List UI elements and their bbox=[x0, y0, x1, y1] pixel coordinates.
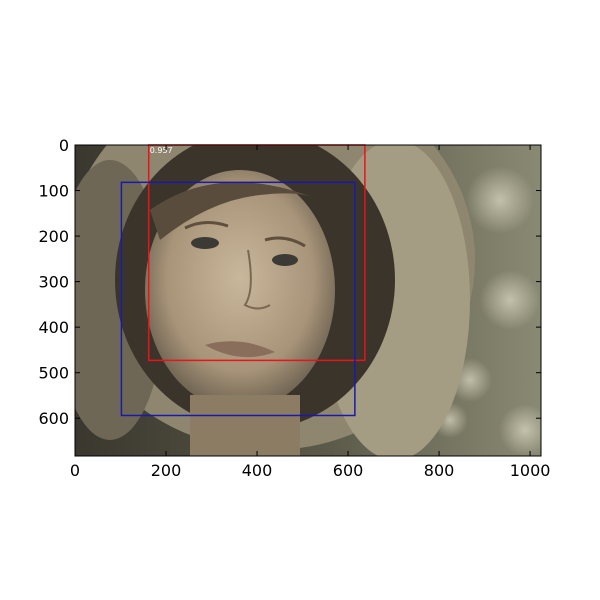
y-tick-label: 300 bbox=[38, 273, 69, 292]
detection-box-2 bbox=[120, 181, 356, 417]
y-tick-label: 500 bbox=[38, 364, 69, 383]
y-tick-label: 600 bbox=[38, 409, 69, 428]
y-tick-label: 100 bbox=[38, 182, 69, 201]
x-tick-label: 800 bbox=[424, 461, 455, 480]
y-tick-label: 0 bbox=[59, 136, 69, 155]
x-tick-label: 600 bbox=[333, 461, 364, 480]
x-axis: 0 200 400 600 800 1000 bbox=[70, 145, 551, 480]
y-tick-label: 400 bbox=[38, 318, 69, 337]
y-tick-label: 200 bbox=[38, 227, 69, 246]
portrait-photo bbox=[75, 145, 541, 456]
x-tick-label: 0 bbox=[70, 461, 80, 480]
detection-score-label: 0.957 bbox=[150, 146, 173, 155]
axes-frame bbox=[74, 144, 542, 457]
x-tick-label: 200 bbox=[151, 461, 182, 480]
y-axis: 0 100 200 300 400 500 600 bbox=[38, 136, 541, 428]
x-tick-label: 1000 bbox=[510, 461, 551, 480]
x-tick-label: 400 bbox=[242, 461, 273, 480]
